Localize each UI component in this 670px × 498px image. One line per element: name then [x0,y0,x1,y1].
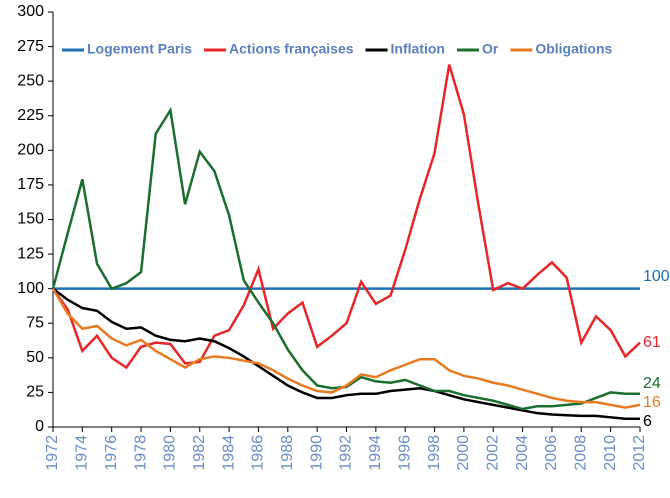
x-tick-label: 1990 [308,435,325,471]
x-tick-label: 2004 [514,435,531,471]
end-label: 61 [643,334,661,351]
x-tick-label: 1976 [103,435,120,471]
x-tick-label: 1988 [279,435,296,471]
end-label: 6 [643,413,652,430]
x-tick-label: 1980 [162,435,179,471]
x-tick-label: 2006 [543,435,560,471]
legend-label: Or [482,41,499,57]
y-tick-label: 275 [17,38,44,55]
x-tick-label: 1994 [367,435,384,471]
legend-label: Actions françaises [229,41,354,57]
x-tick-label: 2002 [484,435,501,471]
x-tick-label: 2012 [631,435,648,471]
x-tick-label: 1998 [426,435,443,471]
legend-label: Inflation [391,41,445,57]
legend-label: Obligations [535,41,612,57]
x-tick-label: 1984 [220,435,237,471]
x-tick-label: 1978 [132,435,149,471]
end-label: 16 [643,394,661,411]
series-line [51,288,641,409]
y-tick-label: 225 [17,107,44,124]
y-tick-label: 100 [17,280,44,297]
y-tick-label: 175 [17,176,44,193]
end-label: 100 [643,268,670,285]
y-tick-label: 150 [17,211,44,228]
x-tick-label: 1996 [396,435,413,471]
x-tick-label: 2008 [573,435,590,471]
x-tick-label: 1992 [338,435,355,471]
x-tick-label: 1986 [250,435,267,471]
series-line [52,287,640,420]
y-tick-label: 125 [17,245,44,262]
y-tick-label: 0 [35,418,44,435]
x-tick-label: 2000 [455,435,472,471]
y-tick-label: 75 [26,314,44,331]
x-tick-label: 1972 [44,435,61,471]
y-tick-label: 200 [17,142,44,159]
x-tick-label: 1982 [191,435,208,471]
y-tick-label: 300 [17,3,44,20]
legend-label: Logement Paris [87,41,192,57]
y-tick-label: 50 [26,349,44,366]
series-line [51,106,640,411]
y-tick-label: 25 [26,384,44,401]
x-tick-label: 2010 [602,435,619,471]
end-label: 24 [643,375,661,392]
series-line [51,64,641,370]
x-tick-label: 1974 [74,435,91,471]
y-tick-label: 250 [17,72,44,89]
